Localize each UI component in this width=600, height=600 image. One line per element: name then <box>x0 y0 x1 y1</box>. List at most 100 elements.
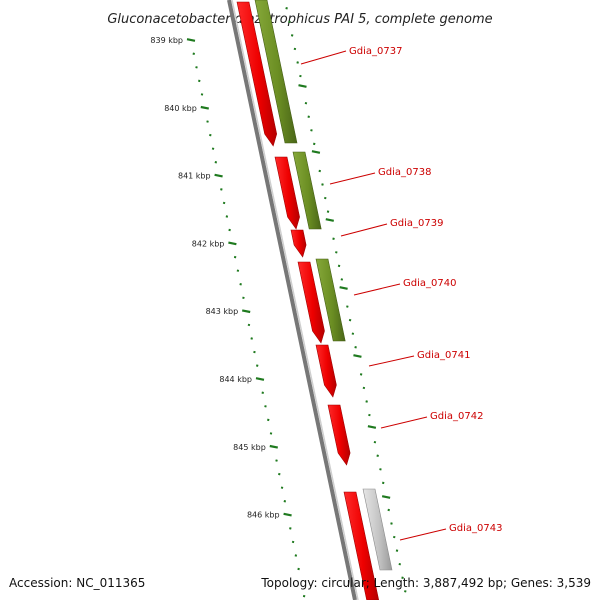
kbp-minor-tick <box>294 554 298 557</box>
kbp-minor-tick <box>247 323 251 327</box>
kbp-minor-tick <box>214 161 218 164</box>
kbp-minor-tick <box>297 567 300 571</box>
red-gene-feature <box>290 229 307 258</box>
kbp-tick-label: 839 kbp <box>150 36 183 45</box>
kbp-minor-tick <box>269 432 273 435</box>
green-gene-feature <box>292 151 322 230</box>
kbp-minor-tick <box>280 486 284 489</box>
kbp-minor-tick <box>250 337 253 340</box>
kbp-minor-tick <box>200 93 204 96</box>
ruler-minor-tick <box>398 562 402 566</box>
gene-label[interactable]: Gdia_0737 <box>349 46 402 57</box>
kbp-minor-tick <box>289 527 292 530</box>
ruler-major-tick <box>339 286 348 290</box>
gene-label[interactable]: Gdia_0739 <box>390 218 443 229</box>
kbp-minor-tick <box>264 405 267 408</box>
kbp-tick-label: 842 kbp <box>192 239 225 248</box>
kbp-minor-tick <box>291 540 295 544</box>
gene-callout-line <box>368 355 415 367</box>
ruler-minor-tick <box>387 508 390 512</box>
kbp-minor-tick <box>267 418 270 422</box>
kbp-major-tick <box>283 512 292 517</box>
gene-label[interactable]: Gdia_0741 <box>417 350 470 361</box>
kbp-minor-tick <box>255 364 259 367</box>
genome-summary-text: Topology: circular; Length: 3,887,492 bp… <box>260 576 591 590</box>
ruler-minor-tick <box>376 454 379 457</box>
ruler-minor-tick <box>401 576 404 579</box>
kbp-major-tick <box>269 444 278 449</box>
kbp-minor-tick <box>220 188 223 191</box>
kbp-minor-tick <box>198 79 201 83</box>
ruler-major-tick <box>353 354 362 358</box>
kbp-minor-tick <box>283 500 287 503</box>
ruler-minor-tick <box>324 196 327 200</box>
gene-callout-line <box>340 223 388 237</box>
ruler-minor-tick <box>332 237 335 240</box>
kbp-minor-tick <box>211 147 215 150</box>
red-gene-feature <box>297 261 325 344</box>
kbp-major-tick <box>214 173 223 178</box>
ruler-minor-tick <box>381 481 385 485</box>
ruler-minor-tick <box>296 61 299 64</box>
kbp-tick-label: 845 kbp <box>233 443 266 452</box>
ruler-minor-tick <box>307 115 310 118</box>
gene-labels: Gdia_0737 Gdia_0738 Gdia_0739 Gdia_0740 Gdia… <box>300 46 502 541</box>
ruler-minor-tick <box>379 468 382 471</box>
red-gene-feature <box>327 404 351 466</box>
ruler-minor-tick <box>304 101 308 105</box>
kbp-minor-tick <box>222 201 226 205</box>
kbp-major-tick <box>186 38 196 42</box>
ruler-major-tick <box>325 218 334 222</box>
ruler-major-tick <box>381 495 391 499</box>
ruler-minor-tick <box>351 332 355 335</box>
gene-features <box>236 0 393 600</box>
ruler-minor-tick <box>318 169 321 173</box>
ruler-major-tick <box>367 425 377 429</box>
kbp-tick-label: 844 kbp <box>219 375 252 384</box>
ruler-minor-tick <box>354 346 357 349</box>
red-gene-feature <box>315 344 337 398</box>
genome-backbone-highlight <box>231 0 359 600</box>
ruler-minor-tick <box>312 142 316 146</box>
kbp-minor-tick <box>302 594 306 598</box>
ruler-minor-tick <box>310 129 313 132</box>
ruler-minor-tick <box>368 413 371 417</box>
kbp-minor-tick <box>233 255 237 259</box>
gene-label[interactable]: Gdia_0738 <box>378 167 431 178</box>
gene-callout-line <box>300 50 347 65</box>
kbp-tick-label: 843 kbp <box>206 307 239 316</box>
ruler-minor-tick <box>285 7 288 10</box>
ruler-minor-tick <box>404 590 407 593</box>
ruler-minor-tick <box>337 264 341 268</box>
gene-callout-line <box>399 528 447 541</box>
ruler-minor-tick <box>390 522 393 525</box>
ruler-minor-tick <box>393 535 396 539</box>
kbp-tick-label: 841 kbp <box>178 172 211 181</box>
gray-gene-feature <box>362 488 393 571</box>
kbp-minor-tick <box>228 228 231 232</box>
gene-label[interactable]: Gdia_0740 <box>403 278 456 289</box>
kbp-minor-tick <box>209 133 212 137</box>
green-gene-feature <box>254 0 298 144</box>
kbp-minor-tick <box>225 215 229 218</box>
red-gene-feature <box>274 156 300 230</box>
gene-label[interactable]: Gdia_0743 <box>449 523 502 534</box>
kbp-minor-tick <box>253 350 256 354</box>
ruler-minor-tick <box>290 34 294 37</box>
kbp-minor-tick <box>239 283 242 286</box>
green-gene-feature <box>315 258 346 342</box>
kbp-major-tick <box>255 377 265 381</box>
accession-text: Accession: NC_011365 <box>9 576 145 590</box>
ruler-minor-tick <box>348 318 352 322</box>
ruler-major-tick <box>298 84 307 88</box>
kbp-minor-tick <box>195 66 198 69</box>
kbp-major-tick <box>228 241 237 246</box>
gene-label[interactable]: Gdia_0742 <box>430 411 483 422</box>
ruler-minor-tick <box>340 278 344 281</box>
ruler-minor-tick <box>359 373 363 376</box>
gene-callout-line <box>353 283 401 296</box>
ruler-minor-tick <box>326 210 330 213</box>
ruler-minor-tick <box>288 20 291 24</box>
ruler-major-tick <box>311 150 321 154</box>
